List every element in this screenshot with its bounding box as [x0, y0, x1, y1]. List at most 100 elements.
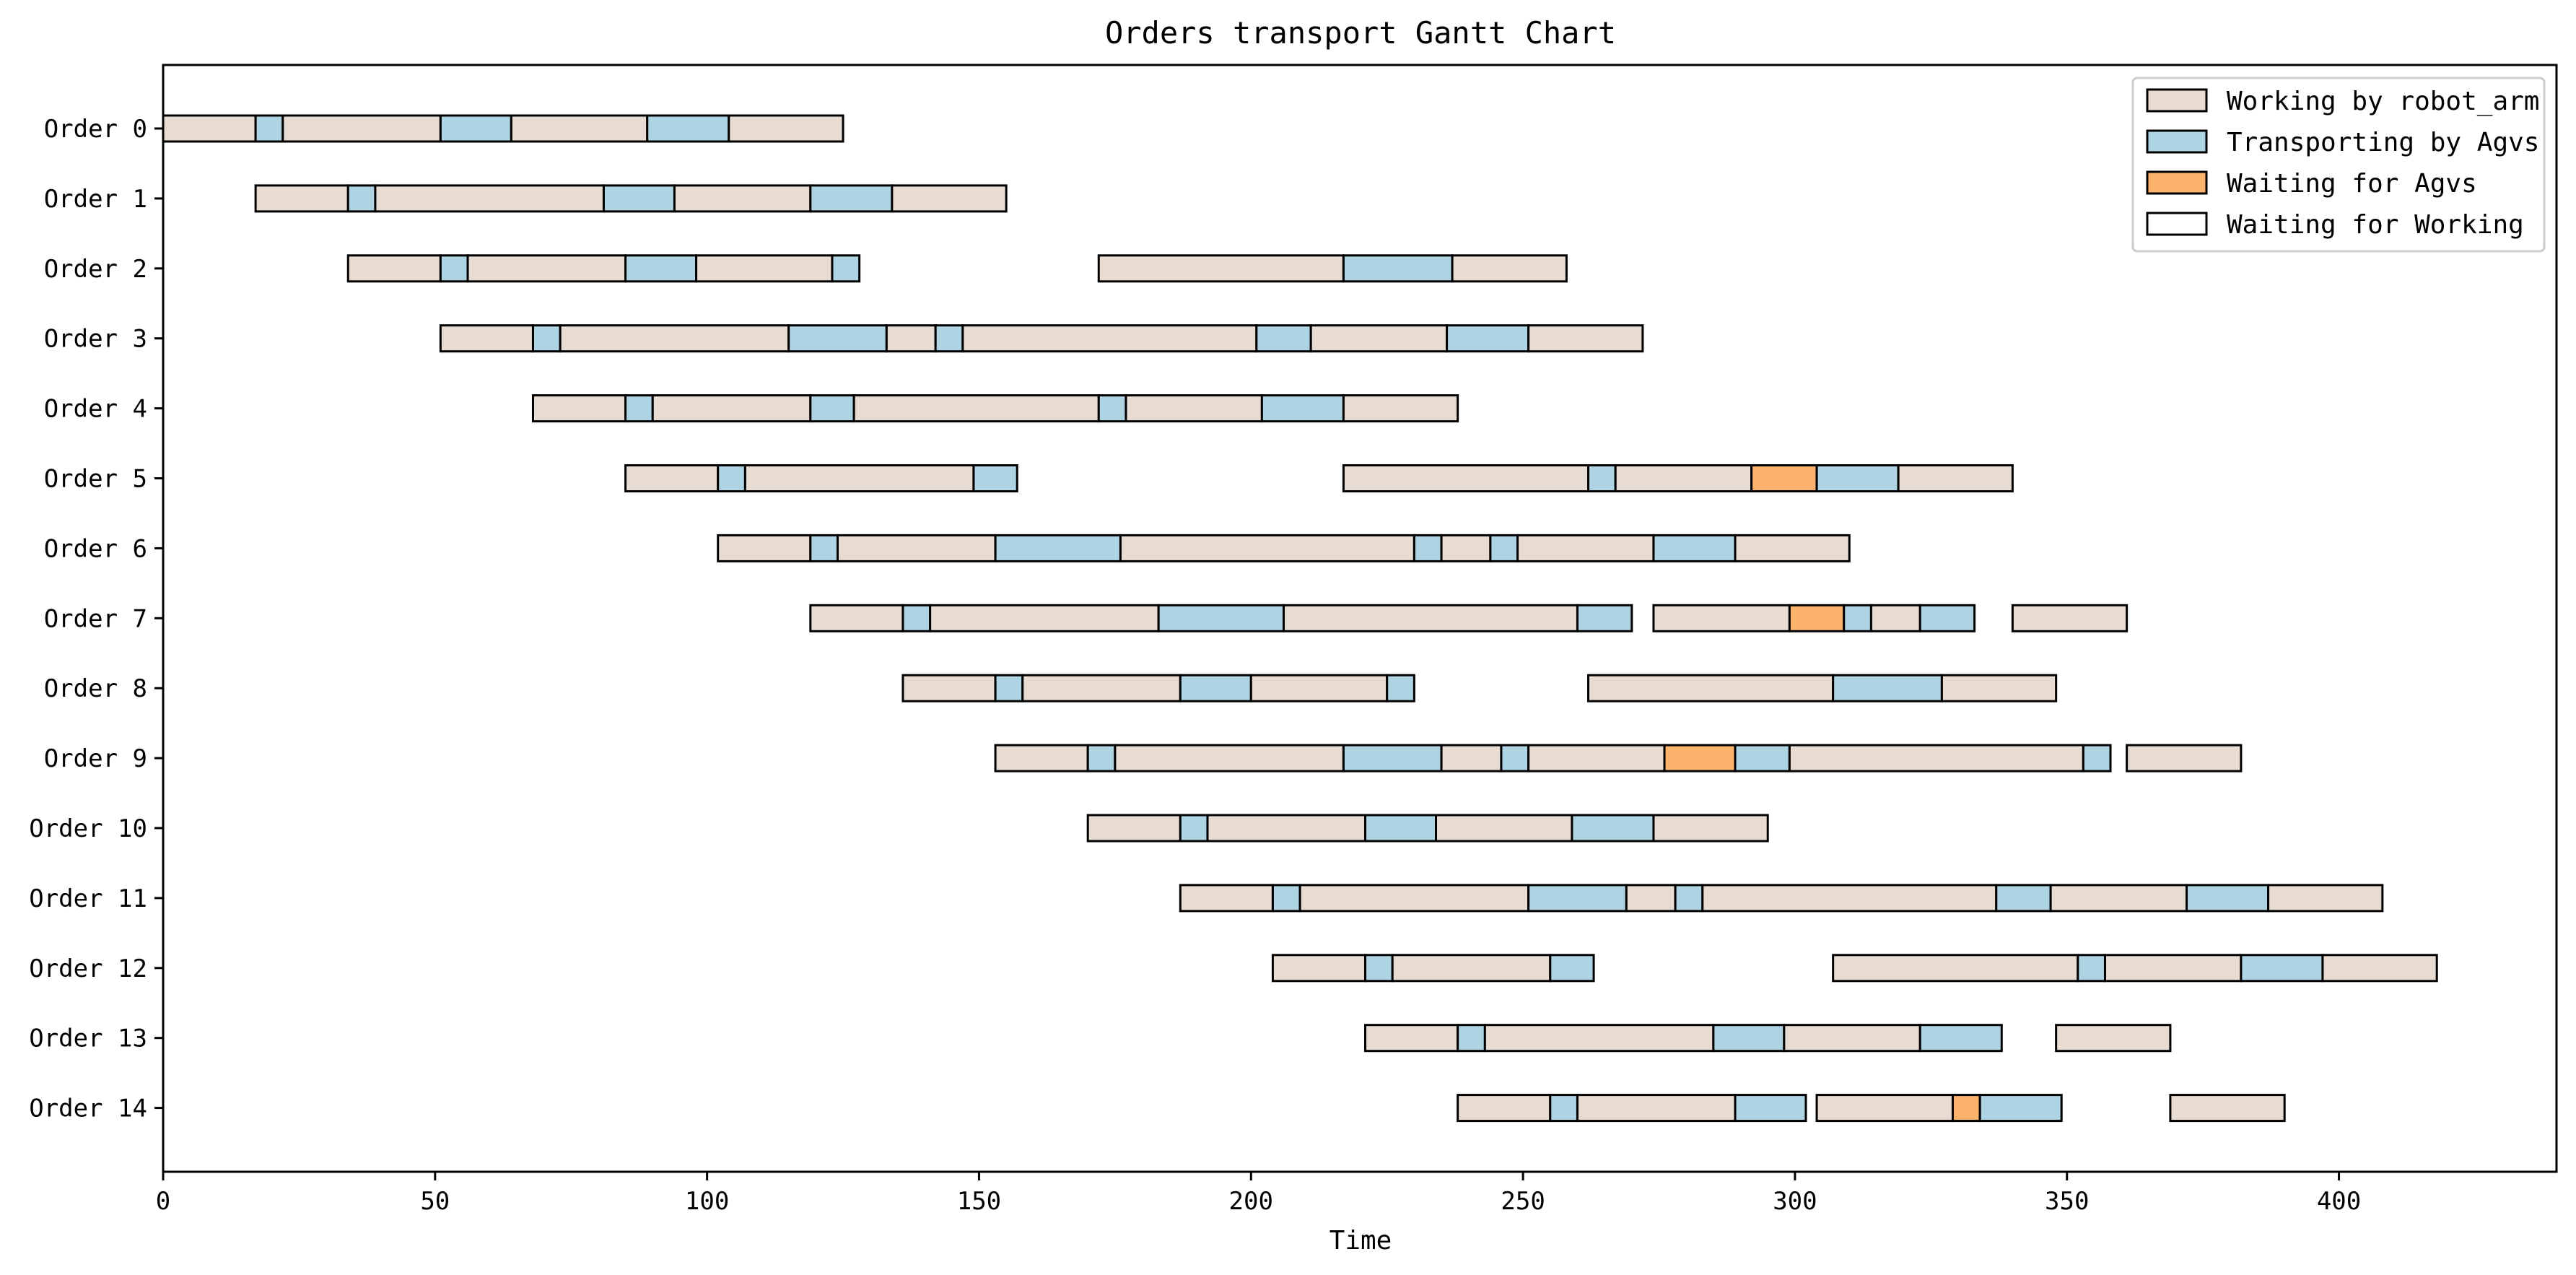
gantt-bar-order-14-seg-4: [1815, 1094, 1954, 1123]
gantt-bar-order-10-seg-0: [1086, 814, 1182, 843]
gantt-bar-order-0-seg-3: [439, 114, 512, 143]
gantt-bar-order-13-seg-5: [1918, 1024, 2003, 1053]
y-tick-label: Order 13: [29, 1024, 147, 1053]
gantt-bar-order-6-seg-4: [1119, 534, 1415, 562]
x-tick-label: 150: [957, 1187, 1001, 1216]
gantt-bar-order-5-seg-3: [972, 464, 1018, 492]
gantt-bar-order-8-seg-3: [1179, 674, 1252, 702]
x-axis: 0 50 100 150 200 250 300 350 400: [156, 1172, 2361, 1216]
gantt-bar-order-0-seg-4: [510, 114, 649, 143]
gantt-bar-order-11-seg-7: [1995, 884, 2052, 913]
gantt-bar-order-4-seg-4: [852, 394, 1100, 423]
gantt-bar-order-7-seg-7: [1788, 604, 1846, 632]
gantt-bar-order-9-seg-3: [1342, 744, 1443, 773]
gantt-bar-order-1-seg-5: [809, 184, 894, 213]
y-tick-label: Order 1: [44, 185, 147, 214]
gantt-bar-order-14-seg-1: [1549, 1094, 1579, 1123]
gantt-bar-order-7-seg-11: [2011, 604, 2129, 632]
gantt-bar-order-6-seg-9: [1652, 534, 1737, 562]
gantt-bar-order-3-seg-7: [1255, 324, 1312, 353]
gantt-bar-order-4-seg-6: [1125, 394, 1263, 423]
gantt-bar-order-9-seg-9: [1788, 744, 2084, 773]
gantt-bar-order-13-seg-0: [1364, 1024, 1459, 1053]
legend-swatch-work: [2146, 88, 2208, 113]
legend-label-agv: Transporting by Agvs: [2227, 128, 2539, 157]
gantt-bar-order-5-seg-6: [1614, 464, 1753, 492]
legend-label-waitwork: Waiting for Working: [2227, 210, 2524, 240]
legend-label-work: Working by robot_arm: [2227, 87, 2539, 116]
x-tick-label: 100: [685, 1187, 729, 1216]
gantt-bar-order-11-seg-4: [1625, 884, 1677, 913]
x-tick-label: 350: [2045, 1187, 2089, 1216]
gantt-bar-order-9-seg-7: [1663, 744, 1737, 773]
y-axis: Order 0 Order 1 Order 2 Order 3 Order 4 Order…: [29, 115, 163, 1123]
gantt-bar-order-9-seg-2: [1114, 744, 1345, 773]
gantt-bar-order-10-seg-3: [1364, 814, 1438, 843]
gantt-bar-order-14-seg-2: [1576, 1094, 1737, 1123]
gantt-bar-order-4-seg-3: [809, 394, 855, 423]
gantt-bar-order-2-seg-3: [624, 254, 698, 283]
gantt-bar-order-12-seg-6: [2103, 954, 2243, 983]
gantt-bar-order-1-seg-6: [891, 184, 1008, 213]
gantt-bar-order-12-seg-5: [2077, 954, 2106, 983]
gantt-bar-order-0-seg-2: [281, 114, 442, 143]
gantt-bar-order-12-seg-4: [1832, 954, 2079, 983]
gantt-bar-order-5-seg-2: [743, 464, 975, 492]
x-tick-label: 0: [156, 1187, 170, 1216]
gantt-bar-order-9-seg-11: [2126, 744, 2243, 773]
x-tick-label: 400: [2317, 1187, 2361, 1216]
gantt-bar-order-3-seg-4: [885, 324, 937, 353]
chart-title: Orders transport Gantt Chart: [1105, 15, 1616, 51]
gantt-bar-order-11-seg-6: [1701, 884, 1998, 913]
gantt-bar-order-8-seg-8: [1940, 674, 2058, 702]
gantt-bar-order-14-seg-7: [2169, 1094, 2286, 1123]
gantt-bar-order-2-seg-2: [466, 254, 627, 283]
x-tick-label: 200: [1229, 1187, 1273, 1216]
gantt-bar-order-12-seg-0: [1271, 954, 1367, 983]
gantt-bar-order-4-seg-5: [1097, 394, 1127, 423]
y-tick-label: Order 9: [44, 744, 147, 773]
y-tick-label: Order 3: [44, 325, 147, 354]
gantt-bar-order-8-seg-4: [1249, 674, 1389, 702]
y-tick-label: Order 4: [44, 395, 147, 424]
gantt-bar-order-1-seg-3: [602, 184, 676, 213]
legend-swatch-waitagv: [2146, 170, 2208, 195]
y-tick-label: Order 5: [44, 465, 147, 494]
gantt-bar-order-7-seg-6: [1652, 604, 1791, 632]
gantt-bar-order-11-seg-5: [1674, 884, 1704, 913]
gantt-bar-order-6-seg-6: [1440, 534, 1492, 562]
x-tick-label: 300: [1773, 1187, 1817, 1216]
gantt-bar-order-9-seg-10: [2082, 744, 2112, 773]
gantt-bar-order-9-seg-1: [1086, 744, 1117, 773]
gantt-bar-order-1-seg-0: [254, 184, 349, 213]
gantt-bar-order-4-seg-0: [531, 394, 627, 423]
gantt-bar-order-3-seg-9: [1446, 324, 1530, 353]
y-tick-label: Order 8: [44, 674, 147, 703]
gantt-bar-order-10-seg-6: [1652, 814, 1769, 843]
gantt-bar-order-4-seg-2: [651, 394, 812, 423]
gantt-bar-order-0-seg-0: [162, 114, 257, 143]
gantt-bar-order-9-seg-6: [1527, 744, 1666, 773]
y-tick-label: Order 2: [44, 255, 147, 284]
gantt-bar-order-2-seg-7: [1342, 254, 1454, 283]
gantt-bar-order-1-seg-2: [374, 184, 605, 213]
gantt-bar-order-13-seg-4: [1783, 1024, 1921, 1053]
gantt-bar-order-3-seg-1: [531, 324, 562, 353]
gantt-bar-order-7-seg-8: [1843, 604, 1872, 632]
gantt-bar-order-2-seg-6: [1097, 254, 1345, 283]
gantt-bar-order-8-seg-2: [1021, 674, 1182, 702]
gantt-bar-order-7-seg-5: [1576, 604, 1633, 632]
gantt-bar-order-6-seg-5: [1413, 534, 1443, 562]
x-axis-label: Time: [1330, 1226, 1392, 1256]
gantt-bar-order-9-seg-8: [1734, 744, 1791, 773]
y-tick-label: Order 14: [29, 1095, 147, 1123]
gantt-bar-order-14-seg-6: [1978, 1094, 2063, 1123]
gantt-bar-order-9-seg-5: [1500, 744, 1530, 773]
gantt-bar-order-12-seg-7: [2240, 954, 2324, 983]
legend-swatch-waitwork: [2146, 212, 2208, 236]
gantt-bar-order-5-seg-4: [1342, 464, 1590, 492]
gantt-bar-order-10-seg-1: [1179, 814, 1209, 843]
gantt-bar-order-14-seg-3: [1734, 1094, 1807, 1123]
gantt-bar-order-2-seg-8: [1451, 254, 1568, 283]
gantt-bar-order-14-seg-5: [1951, 1094, 1981, 1123]
